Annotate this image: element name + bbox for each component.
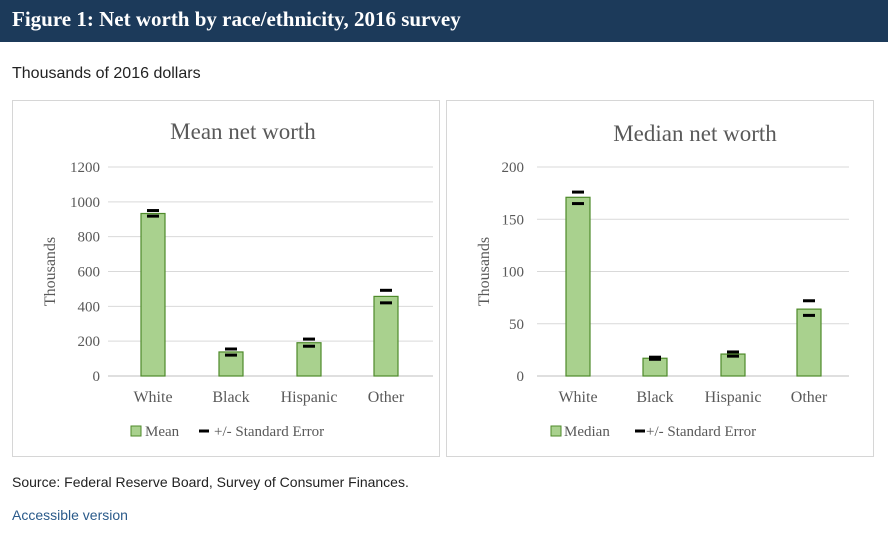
figure-title: Figure 1: Net worth by race/ethnicity, 2… [12, 7, 461, 31]
legend-series-label: Mean [145, 424, 180, 440]
chart-title: Median net worth [613, 121, 777, 146]
x-category-label: Other [368, 389, 405, 406]
y-tick-label: 800 [78, 230, 101, 246]
x-category-label: Hispanic [705, 389, 762, 406]
x-category-label: White [133, 389, 172, 406]
mean-chart-panel: Mean net worth Thousands 0 200 400 600 800 1000… [12, 100, 440, 457]
mean-net-worth-chart: Mean net worth Thousands 0 200 400 600 800 1000… [42, 119, 433, 440]
y-axis-label: Thousands [42, 237, 59, 306]
legend-error-label: +/- Standard Error [214, 424, 324, 440]
x-category-label: Hispanic [281, 389, 338, 406]
x-category-label: White [558, 389, 597, 406]
y-tick-label: 1200 [70, 160, 100, 176]
units-subtitle: Thousands of 2016 dollars [12, 65, 201, 82]
chart-title: Mean net worth [170, 119, 316, 144]
legend-swatch [130, 425, 142, 437]
bar-black [642, 357, 668, 377]
y-tick-label: 200 [502, 160, 525, 176]
bar-other [796, 308, 822, 377]
x-category-label: Other [791, 389, 828, 406]
y-tick-label: 50 [509, 317, 524, 333]
accessible-version-link[interactable]: Accessible version [12, 507, 128, 523]
legend-error-label: +/- Standard Error [646, 424, 756, 440]
y-tick-label: 150 [502, 212, 525, 228]
y-tick-label: 200 [78, 334, 101, 350]
legend-series-label: Median [564, 424, 610, 440]
x-category-label: Black [636, 389, 673, 406]
bar-hispanic [296, 342, 322, 377]
y-tick-label: 600 [78, 265, 101, 281]
bar-white [140, 212, 166, 377]
legend-swatch [550, 425, 562, 437]
bar-white [565, 196, 591, 377]
y-tick-label: 0 [517, 369, 525, 385]
median-chart-panel: Median net worth Thousands 0 50 100 150 200 Whi… [446, 100, 874, 457]
median-net-worth-chart: Median net worth Thousands 0 50 100 150 200 Whi… [476, 121, 849, 440]
y-tick-label: 400 [78, 299, 101, 315]
bar-other [373, 295, 399, 377]
y-tick-label: 100 [502, 265, 525, 281]
source-note: Source: Federal Reserve Board, Survey of… [12, 474, 409, 490]
bar-hispanic [720, 353, 746, 377]
y-axis-label: Thousands [476, 237, 493, 306]
y-tick-label: 0 [93, 369, 101, 385]
figure-header: Figure 1: Net worth by race/ethnicity, 2… [0, 0, 888, 42]
x-category-label: Black [212, 389, 249, 406]
y-tick-label: 1000 [70, 195, 100, 211]
